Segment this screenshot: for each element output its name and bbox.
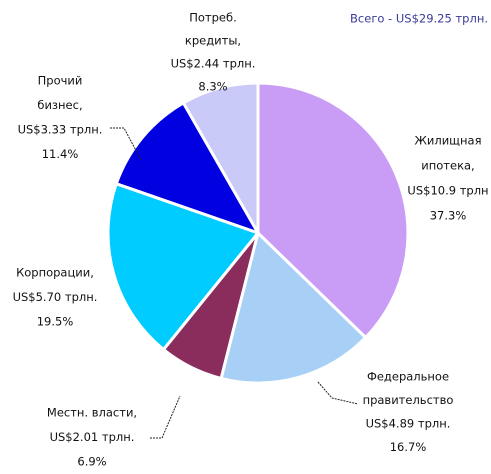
amount-label: US$3.33 трлн. (18, 123, 103, 137)
leader-line (150, 395, 181, 439)
category-label: кредиты, (185, 34, 241, 48)
pie-slice (219, 230, 368, 385)
category-label: Корпорации, (16, 266, 94, 280)
pie-slice (114, 100, 262, 236)
value-label: 11.4% (42, 147, 79, 161)
value-label: 37.3% (430, 209, 467, 223)
value-label: 6.9% (77, 455, 106, 469)
value-label: 16.7% (390, 440, 427, 454)
category-label: бизнес, (37, 98, 82, 112)
amount-label: US$2.44 трлн. (171, 57, 256, 71)
value-label: 8.3% (198, 80, 227, 94)
category-label: правительство (363, 393, 454, 407)
amount-label: US$10.9 трлн (407, 184, 488, 198)
amount-label: US$2.01 трлн. (50, 430, 135, 444)
category-label: Местн. власти, (47, 406, 137, 420)
pie-slice (256, 81, 410, 340)
category-label: Прочий (38, 74, 83, 88)
category-label: Жилищная (414, 134, 481, 148)
category-label: ипотека, (421, 159, 474, 173)
category-label: Потреб. (189, 11, 237, 25)
leader-line (317, 381, 359, 405)
pie-slice (106, 181, 261, 352)
amount-label: US$4.89 трлн. (366, 417, 451, 431)
chart-title: Всего - US$29.25 трлн. (350, 12, 488, 26)
amount-label: US$5.70 трлн. (13, 290, 98, 304)
value-label: 19.5% (37, 315, 74, 329)
leader-line (110, 127, 142, 161)
category-label: Федеральное (367, 370, 449, 384)
